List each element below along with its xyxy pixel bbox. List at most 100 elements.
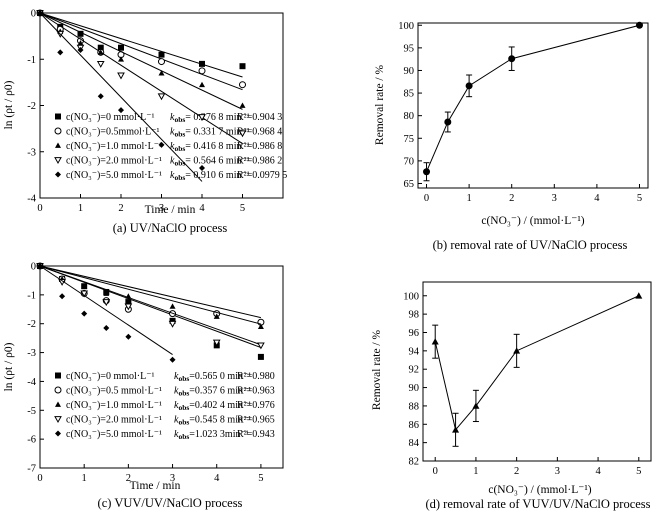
data-point — [97, 44, 104, 51]
legend-label: c(NO₃⁻)=0.5mmol·L⁻¹ — [66, 127, 160, 138]
legend-marker — [54, 157, 62, 165]
y-tick-label: 80 — [404, 111, 415, 122]
data-point — [238, 130, 247, 138]
data-point — [80, 290, 89, 298]
y-tick-label: 75 — [404, 134, 415, 145]
data-point — [117, 72, 125, 80]
legend-marker — [55, 113, 61, 120]
panel-caption: (c) VUV/UV/NaClO process — [98, 496, 243, 510]
x-axis-title: c(NO₃⁻) / (mmol·L⁻¹) — [488, 484, 591, 496]
plot-frame — [422, 281, 652, 462]
panel-d-removal-vuv: 0 1 2 3 4 5 82 84 86 88 90 92 94 96 98 100 c(NO₃⁻) / (mm… — [371, 281, 652, 511]
data-point — [213, 313, 220, 319]
legend-label: c(NO₃⁻)=1.0 mmol·L⁻¹ — [66, 400, 162, 411]
x-tick-label: 1 — [473, 466, 478, 477]
legend-r2: R²=0.980 — [237, 371, 275, 382]
x-tick-label: 1 — [78, 203, 83, 214]
legend-label: c(NO₃⁻)=5.0 mmol·L⁻¹ — [66, 170, 162, 181]
y-axis-title: Removal rate / % — [374, 65, 386, 146]
y-tick-label: -1 — [27, 55, 36, 66]
data-point — [157, 93, 166, 101]
y-tick-label: -6 — [27, 435, 36, 446]
y-tick-label: 96 — [409, 328, 420, 339]
data-point — [239, 81, 246, 89]
legend-label: c(NO₃⁻)=2.0 mmol·L⁻¹ — [66, 415, 162, 426]
data-point — [37, 263, 43, 269]
y-tick-label: 95 — [404, 43, 415, 54]
x-tick-label: 3 — [170, 473, 175, 484]
legend-r2: R²=0.965 — [237, 415, 275, 426]
x-tick-label: 2 — [509, 193, 514, 204]
x-tick-label: 5 — [240, 203, 245, 214]
y-tick-label: 70 — [404, 156, 415, 167]
legend-rate: kobs= 0.416 8 min⁻¹ — [170, 141, 250, 153]
legend-label: c(NO₃⁻)=1.0 mmol·L⁻¹ — [66, 141, 162, 152]
y-tick-label: -2 — [27, 101, 36, 112]
y-tick-label: 86 — [409, 420, 420, 431]
data-point — [168, 320, 177, 328]
data-point — [124, 303, 133, 311]
y-tick-label: 98 — [409, 310, 420, 321]
data-point — [158, 141, 165, 148]
x-tick-label: 0 — [37, 203, 42, 214]
data-point — [635, 21, 643, 29]
plot-frame — [417, 22, 649, 189]
data-point — [77, 40, 84, 46]
data-point — [102, 299, 111, 307]
data-point — [199, 60, 205, 67]
y-tick-label: 90 — [404, 66, 415, 77]
legend-rate: kobs= 0.276 8 min⁻¹ — [170, 112, 250, 124]
data-point — [239, 102, 246, 108]
data-point — [212, 339, 221, 347]
data-point — [77, 30, 84, 37]
data-point — [81, 283, 88, 289]
data-point — [81, 310, 88, 317]
data-point — [198, 67, 206, 75]
data-point — [257, 323, 264, 329]
legend-marker — [55, 401, 61, 407]
data-point — [452, 426, 460, 433]
legend-marker — [55, 430, 61, 437]
data-point — [199, 81, 205, 88]
y-axis-title: Removal rate / % — [371, 330, 383, 411]
legend-rate: kobs= 0.910 6 min⁻¹ — [170, 170, 250, 182]
data-point — [508, 55, 516, 63]
fit-line — [39, 12, 203, 182]
legend-label: c(NO₃⁻)=0.5 mmol·L⁻¹ — [66, 386, 162, 397]
y-tick-label: 65 — [404, 179, 415, 190]
panel-c-kinetics-vuv: 0 1 2 3 4 5 0 -1 -2 -3 -4 -5 -6 -7 Time / min ln (ρt / … — [3, 262, 284, 510]
fit-line — [39, 12, 243, 78]
data-point — [118, 44, 124, 51]
data-point — [239, 63, 246, 70]
legend-rate: kobs=0.565 0 min⁻¹ — [174, 371, 251, 383]
legend-rate: kobs= 0.564 6 min⁻¹ — [170, 156, 250, 168]
y-tick-label: -3 — [27, 147, 36, 158]
fit-line — [39, 12, 243, 144]
y-tick-label: 84 — [409, 438, 420, 449]
y-tick-label: -5 — [27, 406, 36, 417]
x-tick-label: 0 — [433, 466, 438, 477]
data-point — [465, 82, 473, 90]
y-tick-label: 90 — [409, 383, 420, 394]
panel-caption: (b) removal rate of UV/NaClO process — [433, 238, 628, 252]
legend-r2: R²=0.986 2 — [237, 156, 282, 167]
x-tick-label: 4 — [594, 193, 600, 204]
x-tick-label: 1 — [466, 193, 471, 204]
legend-r2: R²=0.976 — [237, 400, 275, 411]
data-point — [103, 290, 110, 296]
legend-marker — [54, 127, 62, 135]
plot-frame — [39, 265, 284, 469]
data-point — [198, 114, 206, 122]
data-point — [423, 168, 431, 176]
legend-rate: kobs=0.357 6 min⁻¹ — [174, 386, 251, 398]
y-tick-label: -4 — [27, 377, 36, 388]
data-point — [431, 338, 439, 345]
data-point — [59, 293, 66, 300]
legend-r2: R²=0.904 3 — [237, 112, 282, 123]
data-point — [57, 49, 64, 56]
y-tick-label: -3 — [27, 348, 36, 359]
y-tick-label: 92 — [409, 365, 420, 376]
x-tick-label: 0 — [424, 193, 429, 204]
legend-marker — [55, 142, 61, 148]
fit-line — [39, 12, 243, 110]
